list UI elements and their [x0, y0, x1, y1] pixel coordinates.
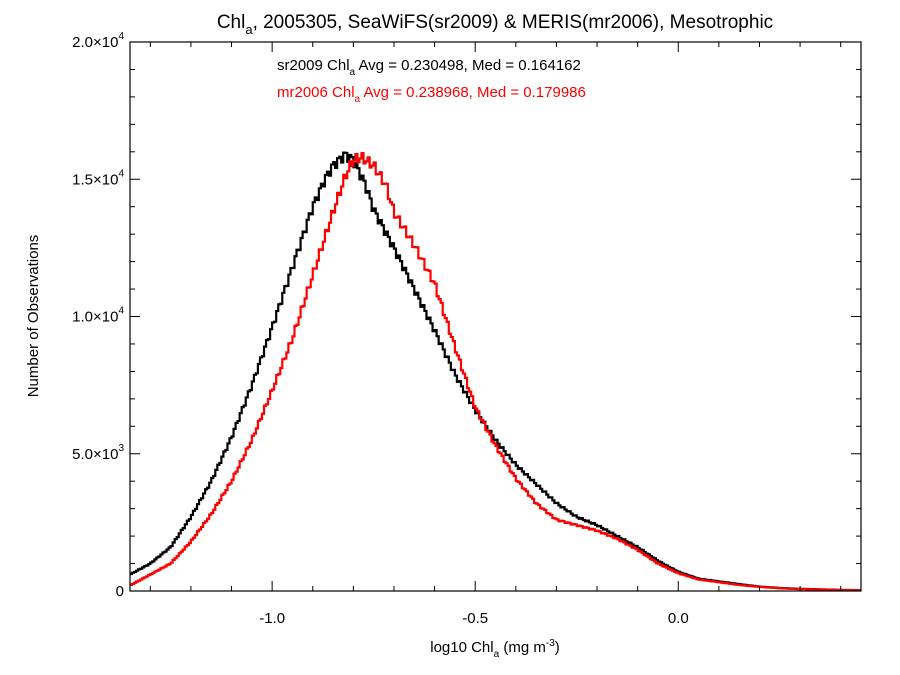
- chart-title: Chla, 2005305, SeaWiFS(sr2009) & MERIS(m…: [217, 12, 773, 37]
- x-axis-label: log10 Chla (mg m-3): [430, 638, 560, 660]
- y-tick-label-0: 0: [116, 583, 124, 600]
- y-tick-label-1: 5.0×103: [72, 443, 124, 463]
- y-axis-label: Number of Observations: [25, 235, 42, 398]
- y-tick-label-4: 2.0×104: [72, 31, 124, 51]
- x-tick-label-2: 0.0: [668, 610, 689, 627]
- x-tick-label-1: -0.5: [462, 610, 488, 627]
- annotation-sr2009: sr2009 Chla Avg = 0.230498, Med = 0.1641…: [277, 57, 581, 78]
- series-layer: [130, 151, 861, 592]
- tick-layer: 0 5.0×103 1.0×104 1.5×104 2.0×104 -1.0 -0.5 0.0: [72, 31, 861, 627]
- series-line-1: [130, 152, 861, 592]
- y-tick-label-3: 1.5×104: [72, 168, 124, 188]
- x-tick-label-0: -1.0: [259, 610, 285, 627]
- annotation-mr2006: mr2006 Chla Avg = 0.238968, Med = 0.1799…: [277, 84, 586, 105]
- y-tick-label-2: 1.0×104: [72, 306, 124, 326]
